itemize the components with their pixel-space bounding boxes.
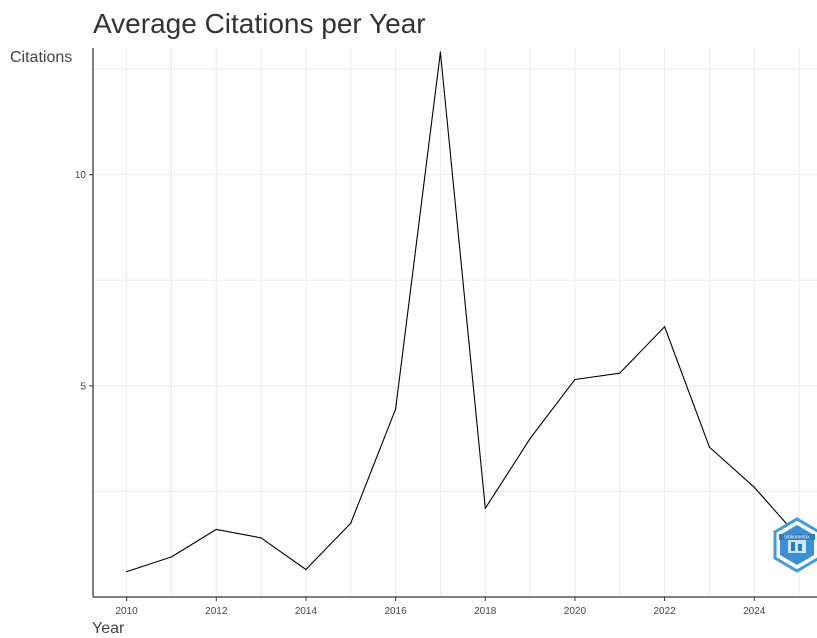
data-point <box>305 568 307 571</box>
data-point <box>619 372 621 374</box>
data-point <box>753 486 755 488</box>
tick-labels: 2010 2012 2014 2016 2018 2020 2022 2024 5 10 <box>75 170 766 617</box>
data-point <box>574 378 576 381</box>
data-point <box>439 51 442 53</box>
series-line <box>126 51 800 573</box>
biblioshiny-logo-icon: bibliometrix <box>773 517 817 573</box>
data-point <box>350 522 352 524</box>
y-tick-label: 10 <box>75 170 87 181</box>
data-point <box>395 408 397 410</box>
x-tick-label: 2014 <box>295 606 318 617</box>
axes <box>89 48 817 601</box>
data-point <box>126 571 128 573</box>
x-tick-label: 2016 <box>384 606 407 617</box>
data-point <box>529 438 531 440</box>
x-tick-label: 2022 <box>653 606 676 617</box>
x-tick-label: 2012 <box>205 606 228 617</box>
data-point <box>215 528 217 531</box>
data-point <box>484 507 486 509</box>
data-point <box>260 537 262 539</box>
chart-title: Average Citations per Year <box>93 8 426 39</box>
grid-lines <box>93 48 817 597</box>
y-tick-label: 5 <box>80 381 86 392</box>
x-axis-label: Year <box>92 620 125 637</box>
data-point <box>663 326 666 328</box>
x-tick-label: 2020 <box>564 606 587 617</box>
series-layer <box>126 51 800 573</box>
logo-text: bibliometrix <box>784 535 810 541</box>
x-tick-label: 2024 <box>743 606 766 617</box>
data-point <box>170 556 173 558</box>
data-point <box>708 446 711 448</box>
x-tick-label: 2010 <box>115 606 138 617</box>
x-tick-label: 2018 <box>474 606 497 617</box>
y-axis-label: Citations <box>10 49 73 66</box>
